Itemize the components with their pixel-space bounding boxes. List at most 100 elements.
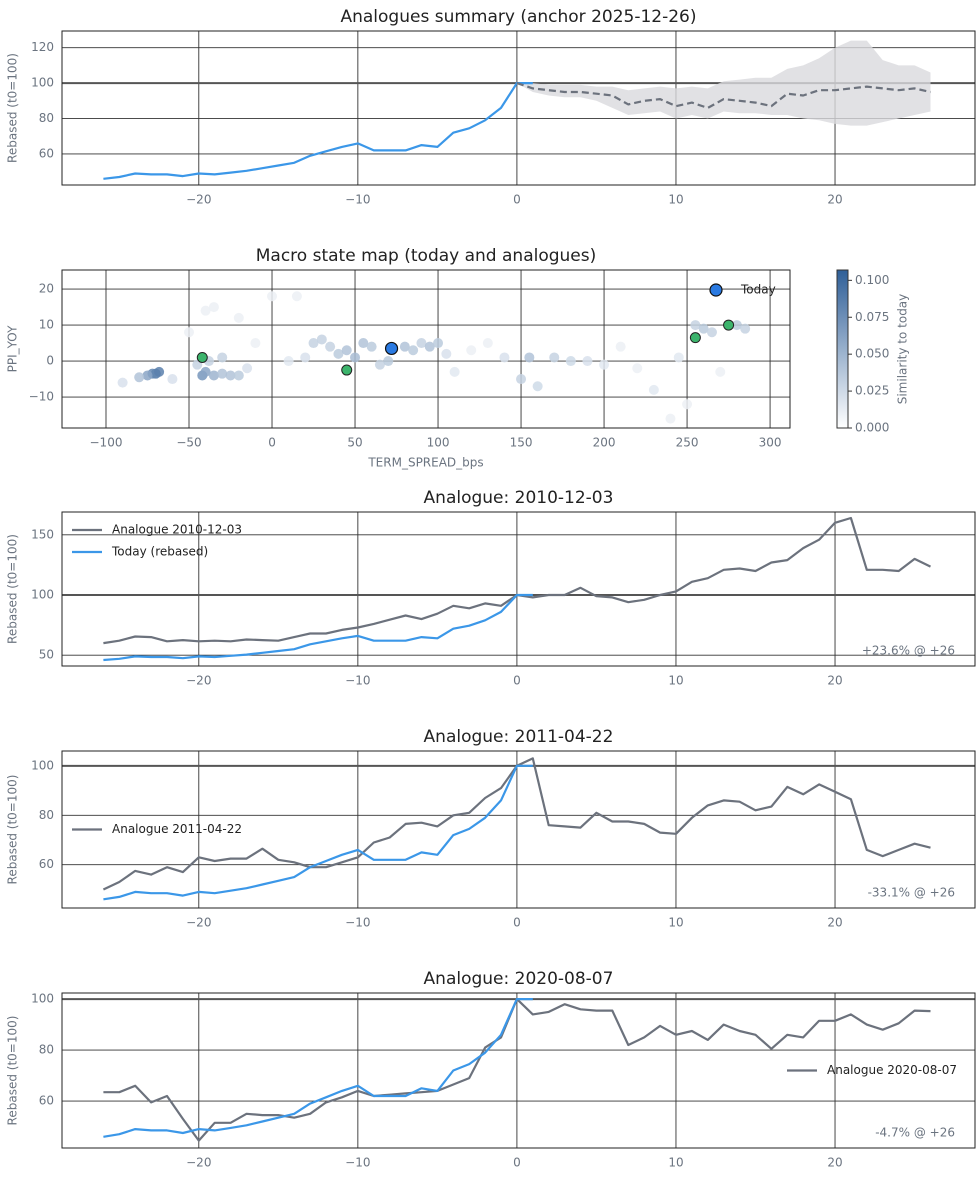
state-point <box>740 323 751 334</box>
legend-swatch <box>709 283 723 297</box>
y-tick-label: 100 <box>31 992 54 1006</box>
state-point <box>682 399 693 410</box>
y-axis-label: Rebased (t0=100) <box>6 1016 20 1126</box>
series-line <box>516 82 931 109</box>
y-tick-label: 20 <box>39 282 54 296</box>
x-tick-label: −10 <box>345 1156 370 1170</box>
y-tick-label: 80 <box>39 808 54 822</box>
plot-frame <box>61 511 976 667</box>
colorbar-label: Similarity to today <box>896 294 910 405</box>
x-tick-label: −20 <box>186 193 211 207</box>
state-point <box>731 320 742 331</box>
chart-title: Analogues summary (anchor 2025-12-26) <box>340 7 696 27</box>
legend-label: Analogue 2010-12-03 <box>112 523 242 537</box>
x-tick-label: −10 <box>345 916 370 930</box>
x-tick-label: 0 <box>268 436 276 450</box>
x-tick-label: 150 <box>510 436 533 450</box>
state-point <box>408 345 419 356</box>
y-tick-label: 150 <box>31 527 54 541</box>
y-axis-label: PPI_YOY <box>6 325 20 372</box>
chart-panel: Analogues summary (anchor 2025-12-26) Reb… <box>6 7 976 207</box>
series-line <box>103 593 533 662</box>
x-tick-label: −20 <box>186 1156 211 1170</box>
state-point <box>184 327 195 338</box>
annotation: -33.1% @ +26 <box>868 886 955 900</box>
state-point <box>208 370 219 381</box>
colorbar-tick-label: 0.075 <box>855 310 889 324</box>
series-line <box>103 764 533 901</box>
state-point <box>599 359 610 370</box>
y-tick-label: 100 <box>31 758 54 772</box>
state-point <box>433 338 444 349</box>
y-tick-label: 80 <box>39 111 54 125</box>
state-point <box>499 352 510 363</box>
annotation: -4.7% @ +26 <box>875 1126 955 1140</box>
y-tick-label: 60 <box>39 857 54 871</box>
y-axis-label: Rebased (t0=100) <box>6 534 20 644</box>
y-tick-label: 0 <box>46 354 54 368</box>
state-point <box>208 302 219 313</box>
state-point <box>267 291 278 302</box>
y-tick-label: 50 <box>39 648 54 662</box>
x-tick-label: 10 <box>668 1156 683 1170</box>
state-point <box>316 334 327 345</box>
state-point <box>225 370 236 381</box>
x-tick-label: 0 <box>513 916 521 930</box>
state-point <box>333 348 344 359</box>
series-line <box>103 82 533 180</box>
state-point <box>565 356 576 367</box>
legend-label: Analogue 2020-08-07 <box>827 1063 957 1077</box>
state-point <box>516 374 527 385</box>
plot-frame <box>61 750 976 909</box>
x-tick-label: −10 <box>345 674 370 688</box>
y-tick-label: −10 <box>29 390 54 404</box>
x-tick-label: 0 <box>513 1156 521 1170</box>
x-tick-label: 20 <box>827 1156 842 1170</box>
y-axis-label: Rebased (t0=100) <box>6 775 20 885</box>
y-axis-label: Rebased (t0=100) <box>6 53 20 163</box>
chart-title: Analogue: 2011-04-22 <box>424 727 614 747</box>
plot-frame <box>61 30 976 186</box>
x-tick-label: 200 <box>593 436 616 450</box>
state-point <box>250 338 261 349</box>
colorbar-tick-label: 0.050 <box>855 347 889 361</box>
colorbar-tick-label: 0.000 <box>855 421 889 435</box>
x-tick-label: −20 <box>186 916 211 930</box>
x-tick-label: 10 <box>668 674 683 688</box>
y-tick-label: 100 <box>31 76 54 90</box>
x-tick-label: −50 <box>176 436 201 450</box>
analogue-point <box>689 332 701 344</box>
x-tick-label: 20 <box>827 916 842 930</box>
state-point <box>200 366 211 377</box>
legend-label: Analogue 2011-04-22 <box>112 822 242 836</box>
state-point <box>673 352 684 363</box>
state-point <box>217 352 228 363</box>
state-point <box>665 413 676 424</box>
state-point <box>291 291 302 302</box>
colorbar-tick-label: 0.100 <box>855 273 889 287</box>
x-tick-label: 20 <box>827 674 842 688</box>
state-point <box>154 366 165 377</box>
x-tick-label: 50 <box>347 436 362 450</box>
colorbar-tick-label: 0.025 <box>855 384 889 398</box>
state-point <box>200 305 211 316</box>
state-point <box>632 363 643 374</box>
state-point <box>233 312 244 323</box>
state-point <box>482 338 493 349</box>
x-tick-label: 10 <box>668 916 683 930</box>
chart-title: Analogue: 2010-12-03 <box>424 488 614 508</box>
state-point <box>615 341 626 352</box>
state-point <box>698 323 709 334</box>
state-point <box>582 356 593 367</box>
x-tick-label: 250 <box>676 436 699 450</box>
state-point <box>117 377 128 388</box>
y-tick-label: 60 <box>39 146 54 160</box>
state-point <box>325 341 336 352</box>
y-tick-label: 120 <box>31 40 54 54</box>
x-tick-label: 0 <box>513 193 521 207</box>
annotation: +23.6% @ +26 <box>862 644 955 658</box>
state-point <box>341 345 352 356</box>
colorbar <box>836 269 849 429</box>
chart-title: Analogue: 2020-08-07 <box>424 969 614 989</box>
